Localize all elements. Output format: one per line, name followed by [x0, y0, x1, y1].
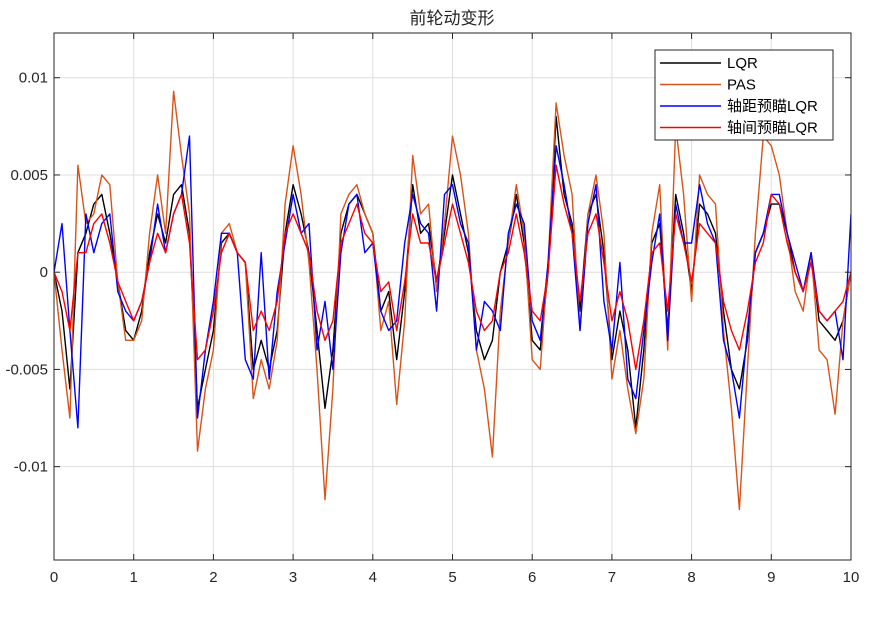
- legend-label: PAS: [727, 77, 756, 94]
- legend-label: 轴间预瞄LQR: [727, 120, 818, 137]
- series-line-4-lqr: [54, 164, 851, 371]
- series-line-3-lqr: [54, 135, 851, 429]
- x-tick-label: 3: [289, 569, 297, 586]
- y-tick-label: 0.01: [19, 70, 48, 87]
- x-tick-label: 10: [843, 569, 860, 586]
- y-tick-label: -0.005: [5, 361, 48, 378]
- y-tick-label: 0.005: [10, 167, 48, 184]
- legend: LQR PAS 轴距预瞄LQR 轴间预瞄LQR: [654, 49, 834, 141]
- x-tick-label: 1: [130, 569, 138, 586]
- x-tick-label: 9: [767, 569, 775, 586]
- x-tick-label: 8: [687, 569, 695, 586]
- x-tick-label: 7: [608, 569, 616, 586]
- x-tick-label: 4: [369, 569, 377, 586]
- legend-box: [654, 49, 834, 141]
- legend-label: 轴距预瞄LQR: [727, 98, 818, 115]
- ticks: 0 1 2 3 4 5 6 7 8 9 10 -0.01 -0.005 0 0.005 0.01: [5, 33, 859, 586]
- x-tick-label: 0: [50, 569, 58, 586]
- y-tick-label: 0: [40, 264, 48, 281]
- chart-title: 前轮动变形: [410, 9, 495, 29]
- x-tick-label: 2: [209, 569, 217, 586]
- x-tick-label: 5: [448, 569, 456, 586]
- y-tick-label: -0.01: [14, 459, 48, 476]
- legend-label: LQR: [727, 55, 758, 72]
- series-group: [54, 90, 851, 511]
- series-line-2-pas: [54, 90, 851, 511]
- x-tick-label: 6: [528, 569, 536, 586]
